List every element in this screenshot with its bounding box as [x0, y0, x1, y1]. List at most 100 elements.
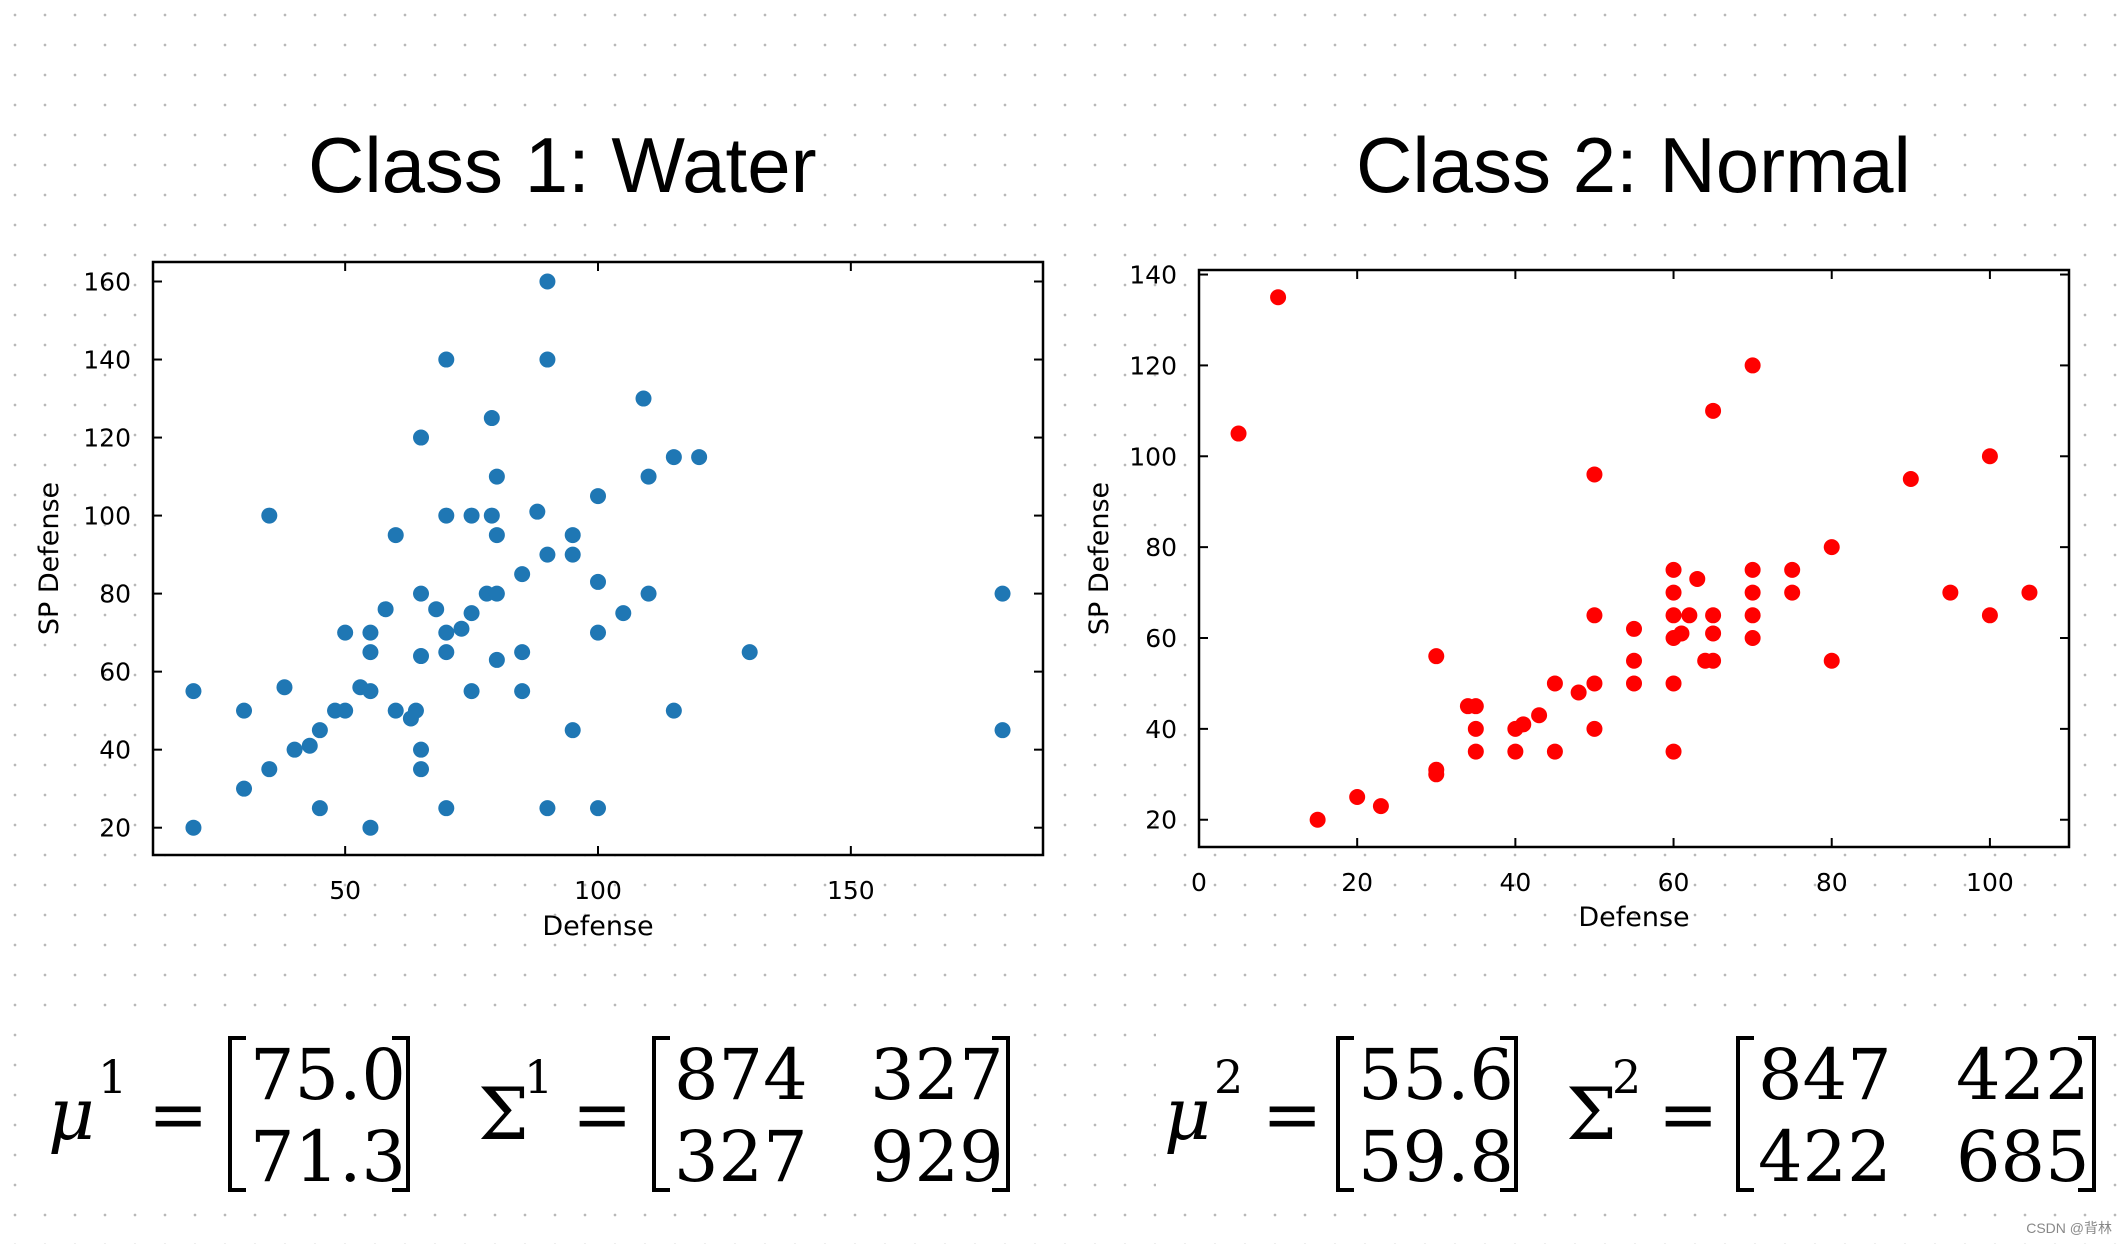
scatter-point: [539, 546, 556, 563]
y-tick-label: 40: [99, 736, 131, 765]
scatter-point: [1981, 607, 1998, 624]
scatter-point: [413, 429, 430, 446]
scatter-point: [1586, 720, 1603, 737]
scatter-point: [1673, 625, 1690, 642]
scatter-point: [1428, 648, 1445, 665]
sigma-superscript: 2: [1612, 1050, 1642, 1104]
scatter-point: [691, 449, 708, 466]
scatter-point: [514, 644, 531, 661]
scatter-point: [1744, 357, 1761, 374]
x-tick-label: 100: [1966, 868, 2014, 897]
scatter-point: [387, 527, 404, 544]
scatter-point: [529, 503, 546, 520]
sigma-value-22: 685: [1956, 1116, 2090, 1198]
scatter-point: [488, 651, 505, 668]
scatter-point: [1586, 675, 1603, 692]
scatter-point: [635, 390, 652, 407]
scatter-point: [1665, 607, 1682, 624]
scatter-point: [453, 620, 470, 637]
scatter-point: [261, 507, 278, 524]
scatter-point: [438, 351, 455, 368]
scatter-point: [483, 507, 500, 524]
scatter-point: [590, 573, 606, 590]
scatter-point: [1942, 584, 1959, 601]
x-tick-label: 60: [1658, 868, 1690, 897]
scatter-point: [1570, 684, 1587, 701]
scatter-point: [1626, 620, 1642, 637]
scatter-point: [236, 780, 253, 797]
bracket-right: [2078, 1036, 2096, 1192]
scatter-point: [301, 737, 318, 754]
sigma-value-11: 847: [1758, 1034, 1892, 1116]
sigma-value-12: 422: [1956, 1034, 2090, 1116]
scatter-point: [463, 507, 480, 524]
bracket-right: [392, 1036, 410, 1192]
scatter-point: [1705, 402, 1722, 419]
y-tick-label: 80: [99, 580, 131, 609]
equation-group-class1: μ 1 = 75.0 71.3 Σ 1 = 874 327 327 929: [40, 1030, 1030, 1210]
scatter-point: [590, 488, 606, 505]
sigma-value-11: 874: [674, 1034, 808, 1116]
scatter-point: [994, 722, 1011, 739]
scatter-point: [1665, 584, 1682, 601]
scatter-point: [413, 585, 430, 602]
y-tick-label: 80: [1145, 533, 1177, 562]
scatter-point: [2021, 584, 2038, 601]
y-tick-label: 140: [83, 346, 131, 375]
y-tick-label: 40: [1145, 715, 1177, 744]
bracket-left: [228, 1036, 246, 1192]
bracket-left: [1736, 1036, 1754, 1192]
scatter-point: [1823, 652, 1840, 669]
scatter-point: [615, 605, 632, 622]
x-axis-label: Defense: [1578, 902, 1689, 933]
scatter-point: [488, 468, 505, 485]
scatter-point: [1428, 766, 1445, 783]
scatter-point: [1230, 425, 1247, 442]
footer-watermark: CSDN @背林: [2026, 1220, 2112, 1236]
scatter-point: [514, 683, 531, 700]
scatter-point: [1665, 561, 1682, 578]
bracket-right: [992, 1036, 1010, 1192]
scatter-point: [564, 527, 581, 544]
y-tick-label: 120: [1129, 351, 1177, 380]
mu-vector: 55.6 59.8: [1336, 1030, 1518, 1192]
scatter-point: [488, 585, 505, 602]
y-tick-label: 60: [99, 658, 131, 687]
bracket-left: [1336, 1036, 1354, 1192]
scatter-point: [1744, 561, 1761, 578]
scatter-point: [1665, 675, 1682, 692]
mu-symbol: μ: [48, 1072, 95, 1156]
scatter-point: [483, 410, 500, 427]
mu-vector: 75.0 71.3: [228, 1030, 410, 1198]
scatter-point: [236, 702, 253, 719]
scatter-point: [1784, 561, 1801, 578]
x-tick-label: 20: [1341, 868, 1373, 897]
scatter-point: [994, 585, 1011, 602]
scatter-point: [1467, 720, 1484, 737]
scatter-point: [1744, 584, 1761, 601]
scatter-point: [514, 566, 531, 583]
scatter-point: [1681, 607, 1698, 624]
scatter-point: [362, 819, 379, 836]
scatter-point: [377, 601, 394, 618]
scatter-point: [665, 449, 682, 466]
equals-sign: =: [1658, 1072, 1719, 1156]
sigma-symbol: Σ: [478, 1072, 529, 1156]
y-axis-label: SP Defense: [1084, 482, 1115, 635]
scatter-point: [640, 585, 657, 602]
scatter-point: [1531, 707, 1548, 724]
scatter-point: [1586, 607, 1603, 624]
scatter-point: [261, 761, 278, 778]
scatter-point: [1546, 675, 1563, 692]
scatter-point: [539, 273, 556, 290]
sigma-value-21: 327: [674, 1116, 808, 1198]
scatter-point: [1902, 470, 1919, 487]
scatter-point: [311, 722, 328, 739]
plot-area: [151, 260, 1045, 857]
scatter-point: [185, 819, 202, 836]
y-tick-label: 20: [1145, 806, 1177, 835]
y-tick-label: 120: [83, 424, 131, 453]
scatter-point: [640, 468, 657, 485]
mu-value-2: 71.3: [250, 1116, 406, 1198]
scatter-point: [428, 601, 445, 618]
